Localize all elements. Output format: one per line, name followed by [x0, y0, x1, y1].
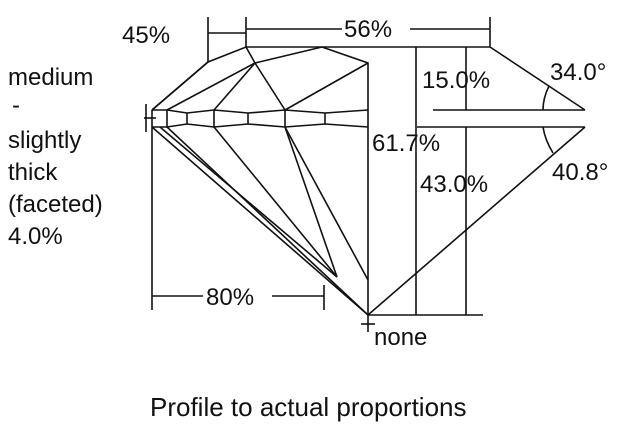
culet-label: none	[374, 324, 427, 351]
girdle-band	[144, 104, 369, 132]
pavilion-depth-label: 43.0%	[420, 171, 488, 198]
table-label: 56%	[344, 16, 392, 43]
crown-height-label: 15.0%	[422, 67, 490, 94]
crown-facets	[151, 46, 369, 315]
crown-angle-label: 34.0°	[550, 59, 606, 86]
girdle-label-line: thick	[8, 159, 58, 186]
pavilion-angle-label: 40.8°	[552, 159, 608, 186]
lower-half-label: 80%	[206, 284, 254, 311]
dimension-lines	[151, 17, 585, 332]
crown-percentage-label: 45%	[122, 22, 170, 49]
girdle-label-line: 4.0%	[8, 223, 63, 250]
pavilion-facets	[159, 126, 369, 316]
girdle-label-line: -	[12, 92, 20, 119]
total-depth-label: 61.7%	[372, 130, 440, 157]
girdle-label-line: slightly	[8, 127, 81, 154]
girdle-label-line: (faceted)	[8, 191, 103, 218]
caption: Profile to actual proportions	[150, 392, 467, 422]
girdle-label-line: medium	[8, 64, 93, 91]
